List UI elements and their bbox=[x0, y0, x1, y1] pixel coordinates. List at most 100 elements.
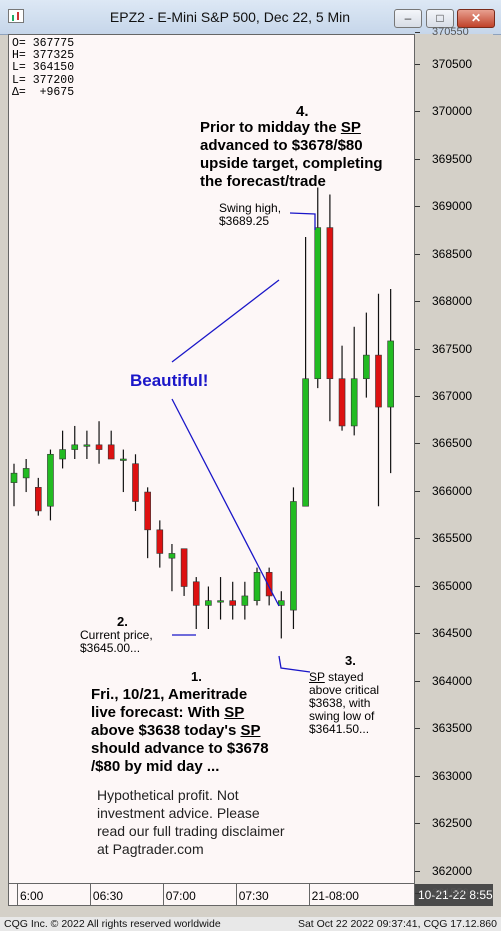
chart-app-icon bbox=[8, 9, 24, 23]
price-axis-label: 361550 bbox=[432, 887, 469, 899]
annotation-1-text: Fri., 10/21, Ameritrade live forecast: W… bbox=[91, 686, 269, 776]
time-axis-separator bbox=[89, 884, 91, 905]
price-axis-tick bbox=[415, 159, 420, 160]
price-axis-label: 364500 bbox=[432, 626, 473, 640]
annotation-1-line-2: live forecast: With SP bbox=[91, 704, 269, 722]
annotation-3-line-1: SP stayed bbox=[309, 671, 379, 684]
time-axis-label: 21-08:00 bbox=[311, 889, 359, 903]
price-axis-tick bbox=[415, 871, 420, 872]
price-axis-label: 365000 bbox=[432, 579, 473, 593]
annotation-3-text: SP stayed above critical $3638, with swi… bbox=[309, 671, 379, 736]
annotation-4-text: Prior to midday the SP advanced to $3678… bbox=[200, 119, 383, 191]
current-price-line-2: $3645.00... bbox=[80, 641, 141, 655]
close-button[interactable]: ✕ bbox=[457, 9, 495, 28]
annotation-4-line-4: the forecast/trade bbox=[200, 173, 326, 190]
price-axis-label: 367000 bbox=[432, 389, 473, 403]
swing-high-line-1: Swing high, bbox=[219, 201, 282, 215]
price-axis-tick bbox=[415, 633, 420, 634]
price-axis[interactable] bbox=[415, 34, 493, 884]
stat-last: L= 377200 bbox=[12, 73, 75, 87]
price-axis-label: 370550 bbox=[432, 26, 469, 38]
price-axis-label: 370000 bbox=[432, 104, 473, 118]
price-axis-tick bbox=[415, 206, 420, 207]
price-axis-tick bbox=[415, 538, 420, 539]
current-time-label: 8:55 bbox=[469, 884, 493, 906]
disclaimer-line-3: read our full trading disclaimer bbox=[97, 823, 285, 839]
time-axis-separator bbox=[235, 884, 237, 905]
annotation-2-number: 2. bbox=[117, 614, 128, 629]
price-axis-tick bbox=[415, 586, 420, 587]
disclaimer-line-2: investment advice. Please bbox=[97, 805, 260, 821]
time-axis-separator bbox=[162, 884, 164, 905]
current-date-label: 10-21-22 bbox=[415, 884, 469, 906]
disclaimer-line-4: at Pagtrader.com bbox=[97, 841, 204, 857]
disclaimer-line-1: Hypothetical profit. Not bbox=[97, 787, 239, 803]
price-axis-tick bbox=[415, 443, 420, 444]
maximize-button[interactable]: □ bbox=[426, 9, 454, 28]
stat-low: L= 364150 bbox=[12, 61, 75, 75]
price-axis-tick bbox=[415, 893, 420, 894]
price-axis-label: 363500 bbox=[432, 721, 473, 735]
price-axis-label: 369500 bbox=[432, 152, 473, 166]
annotation-1-line-1: Fri., 10/21, Ameritrade bbox=[91, 686, 248, 703]
price-axis-label: 366500 bbox=[432, 436, 473, 450]
stat-open: O= 367775 bbox=[12, 37, 75, 50]
copyright-text: CQG Inc. © 2022 All rights reserved worl… bbox=[4, 918, 221, 930]
price-axis-tick bbox=[415, 301, 420, 302]
status-bar: CQG Inc. © 2022 All rights reserved worl… bbox=[0, 917, 501, 931]
current-price-line-1: Current price, bbox=[80, 628, 153, 642]
price-axis-tick bbox=[415, 823, 420, 824]
price-axis-tick bbox=[415, 491, 420, 492]
annotation-3-line-1-text: stayed bbox=[324, 670, 364, 684]
annotation-4-line-3: upside target, completing bbox=[200, 155, 383, 172]
price-axis-label: 368500 bbox=[432, 247, 473, 261]
status-timestamp: Sat Oct 22 2022 09:37:41, CQG 17.12.860 bbox=[297, 918, 497, 930]
price-axis-label: 366000 bbox=[432, 484, 473, 498]
price-axis-label: 363000 bbox=[432, 769, 473, 783]
price-axis-label: 369000 bbox=[432, 199, 473, 213]
price-axis-label: 367500 bbox=[432, 342, 473, 356]
price-axis-label: 364000 bbox=[432, 674, 473, 688]
annotation-4-sp: SP bbox=[340, 119, 361, 136]
annotation-3-number: 3. bbox=[345, 653, 356, 668]
price-axis-tick bbox=[415, 396, 420, 397]
price-axis-tick bbox=[415, 64, 420, 65]
current-price-label: Current price, $3645.00... bbox=[80, 629, 153, 655]
annotation-1-line-4: should advance to $3678 bbox=[91, 740, 269, 757]
annotation-1-line-3: above $3638 today's SP bbox=[91, 722, 269, 740]
time-axis-label: 07:30 bbox=[238, 889, 269, 903]
price-axis-label: 368000 bbox=[432, 294, 473, 308]
annotation-3-line-3: $3638, with bbox=[309, 696, 371, 710]
price-axis-label: 370500 bbox=[432, 57, 473, 71]
time-axis-label: 6:00 bbox=[20, 889, 44, 903]
annotation-1-number: 1. bbox=[191, 669, 202, 684]
stat-delta: Δ= +9675 bbox=[12, 85, 75, 99]
time-axis[interactable]: 6:00 06:30 07:00 07:30 21-08:00 bbox=[8, 884, 415, 906]
annotation-1-line-5: /$80 by mid day ... bbox=[91, 758, 220, 775]
price-axis-label: 365500 bbox=[432, 531, 473, 545]
beautiful-label: Beautiful! bbox=[130, 371, 209, 390]
stat-high: H= 377325 bbox=[12, 49, 75, 63]
annotation-3-line-2: above critical bbox=[309, 683, 380, 697]
price-axis-label: 362500 bbox=[432, 816, 473, 830]
price-axis-tick bbox=[415, 111, 420, 112]
annotation-4-number: 4. bbox=[296, 103, 309, 120]
title-bar: EPZ2 - E-Mini S&P 500, Dec 22, 5 Min – □… bbox=[0, 0, 501, 35]
time-axis-separator bbox=[308, 884, 310, 905]
price-axis-tick bbox=[415, 728, 420, 729]
price-axis-tick bbox=[415, 254, 420, 255]
time-axis-label: 06:30 bbox=[92, 889, 123, 903]
price-axis-tick bbox=[415, 32, 420, 33]
annotation-1-sp-2: SP bbox=[240, 722, 261, 739]
annotation-4-line-1: Prior to midday the SP bbox=[200, 119, 383, 137]
annotation-4-line-2: advanced to $3678/$80 bbox=[200, 137, 363, 154]
swing-high-line-2: $3689.25 bbox=[219, 214, 270, 228]
annotation-3-line-4: swing low of bbox=[309, 709, 375, 723]
disclaimer-text: Hypothetical profit. Not investment advi… bbox=[97, 786, 285, 858]
minimize-button[interactable]: – bbox=[394, 9, 422, 28]
annotation-1-sp-1: SP bbox=[224, 704, 245, 721]
price-axis-tick bbox=[415, 349, 420, 350]
window-title: EPZ2 - E-Mini S&P 500, Dec 22, 5 Min bbox=[109, 9, 351, 25]
time-axis-separator bbox=[17, 884, 18, 905]
price-axis-tick bbox=[415, 776, 420, 777]
